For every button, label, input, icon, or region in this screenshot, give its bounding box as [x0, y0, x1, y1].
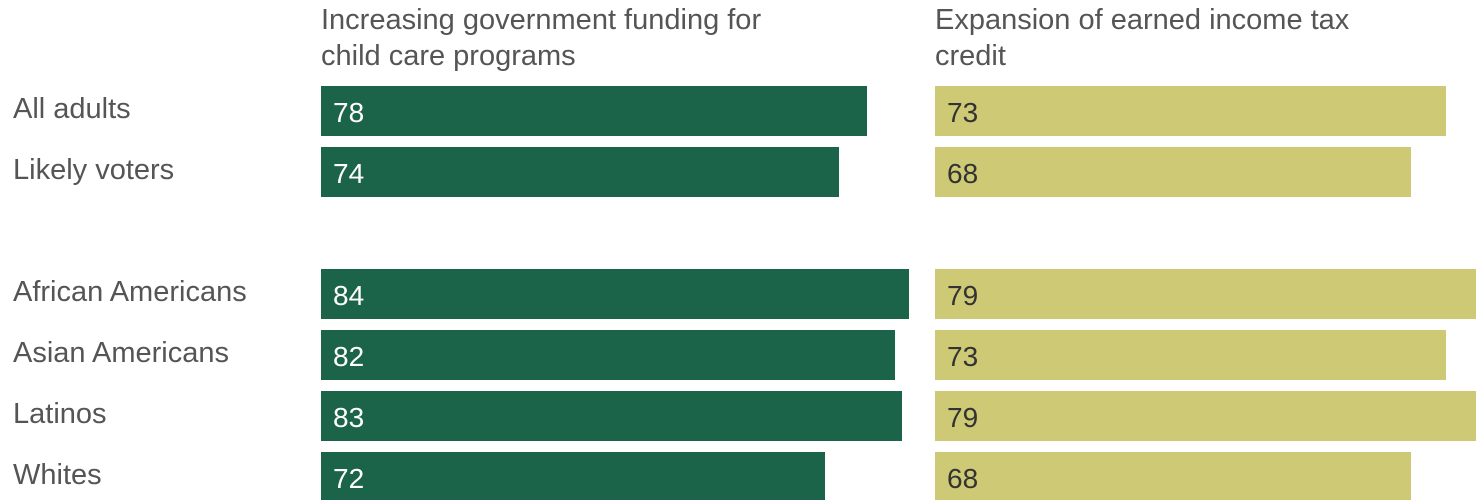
panel-title: Increasing government funding for: [321, 4, 761, 36]
bar: [935, 269, 1476, 319]
bar: [321, 391, 902, 441]
panel-title: child care programs: [321, 40, 576, 72]
bar-value-label: 68: [947, 463, 978, 494]
bar: [935, 147, 1411, 197]
bar: [321, 147, 839, 197]
bar: [935, 86, 1446, 136]
category-label: African Americans: [13, 276, 247, 308]
bar-value-label: 79: [947, 402, 978, 433]
bar-value-label: 79: [947, 280, 978, 311]
bar: [935, 391, 1476, 441]
category-label: Likely voters: [13, 154, 174, 186]
bar-value-label: 68: [947, 158, 978, 189]
category-label: Whites: [13, 459, 102, 491]
bar: [935, 330, 1446, 380]
bar-value-label: 74: [333, 158, 364, 189]
bar-value-label: 78: [333, 97, 364, 128]
bar: [321, 269, 909, 319]
category-label: Latinos: [13, 398, 107, 430]
bar-value-label: 72: [333, 463, 364, 494]
category-label: Asian Americans: [13, 337, 229, 369]
category-label: All adults: [13, 93, 131, 125]
panel-title: Expansion of earned income tax: [935, 4, 1350, 36]
bar: [935, 452, 1411, 500]
bar-value-label: 83: [333, 402, 364, 433]
bar-value-label: 73: [947, 97, 978, 128]
bar-value-label: 82: [333, 341, 364, 372]
bar: [321, 452, 825, 500]
bar: [321, 86, 867, 136]
bar-value-label: 84: [333, 280, 364, 311]
bar: [321, 330, 895, 380]
panel-title: credit: [935, 40, 1006, 72]
bar-value-label: 73: [947, 341, 978, 372]
